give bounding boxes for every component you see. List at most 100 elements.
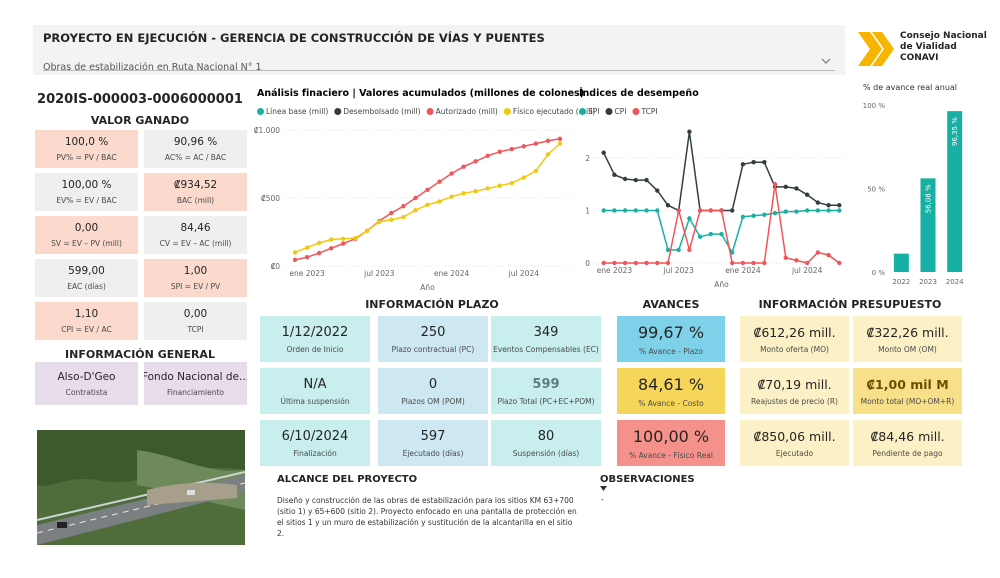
data-point bbox=[473, 159, 478, 164]
kpi-label: Monto oferta (MO) bbox=[760, 344, 829, 354]
data-point bbox=[794, 209, 799, 214]
chart-title: % de avance real anual bbox=[863, 83, 957, 92]
data-point bbox=[783, 209, 788, 214]
kpi-card: ₡322,26 mill. Monto OM (OM) bbox=[853, 316, 962, 362]
kpi-label: Ejecutado bbox=[775, 448, 814, 458]
kpi-value: Also-D'Geo bbox=[57, 370, 116, 383]
kpi-value: ₡1,00 mil M bbox=[866, 376, 949, 392]
data-point bbox=[794, 186, 799, 191]
data-point bbox=[413, 208, 418, 213]
data-point bbox=[622, 176, 628, 182]
kpi-value: 84,61 % bbox=[637, 374, 705, 394]
data-point bbox=[485, 186, 490, 191]
data-point bbox=[601, 260, 606, 266]
data-point bbox=[401, 214, 406, 220]
data-point bbox=[751, 160, 756, 165]
kpi-value: 349 bbox=[533, 324, 559, 340]
logo-text: Consejo Nacional de Vialidad CONAVI bbox=[900, 31, 987, 64]
series-line bbox=[603, 209, 840, 255]
data-point bbox=[815, 250, 821, 255]
section-title: INFORMACIÓN GENERAL bbox=[65, 348, 215, 361]
data-point bbox=[804, 260, 810, 266]
kpi-label: Plazo contractual (PC) bbox=[391, 344, 475, 354]
kpi-value: 0,00 bbox=[74, 222, 99, 234]
kpi-label: Plazos OM (POM) bbox=[401, 396, 465, 406]
kpi-card: 599,00 EAC (días) bbox=[35, 259, 138, 297]
data-point bbox=[521, 175, 527, 180]
bar bbox=[920, 178, 936, 272]
data-point bbox=[644, 177, 649, 183]
data-point bbox=[497, 149, 502, 154]
kpi-label: Eventos Compensables (EC) bbox=[493, 344, 599, 354]
data-point bbox=[461, 164, 466, 169]
data-point bbox=[485, 153, 490, 159]
dropdown[interactable]: Obras de estabilización en Ruta Nacional… bbox=[43, 55, 835, 73]
data-point bbox=[740, 214, 746, 219]
kpi-label: Ejecutado (días) bbox=[402, 448, 464, 458]
legend-marker bbox=[632, 108, 640, 115]
bar bbox=[893, 253, 909, 272]
data-point bbox=[389, 210, 394, 216]
data-point bbox=[413, 195, 418, 201]
data-point bbox=[815, 208, 821, 213]
kpi-label: Última suspensión bbox=[280, 396, 350, 406]
data-point bbox=[497, 183, 502, 188]
data-point bbox=[730, 250, 735, 255]
kpi-value: 1,10 bbox=[74, 308, 99, 320]
kpi-label: SV = EV – PV (mill) bbox=[51, 239, 122, 248]
kpi-card: 597 Ejecutado (días) bbox=[378, 420, 488, 466]
kpi-card: 0,00 SV = EV – PV (mill) bbox=[35, 216, 138, 254]
data-point bbox=[304, 245, 310, 250]
kpi-value: 250 bbox=[420, 324, 446, 340]
x-tick-label: ene 2023 bbox=[597, 266, 633, 275]
collapse-icon bbox=[600, 486, 607, 491]
kpi-label: % Avance - Plazo bbox=[639, 346, 703, 356]
kpi-value: 597 bbox=[420, 428, 446, 444]
data-point bbox=[473, 189, 478, 194]
series-line bbox=[603, 184, 840, 264]
kpi-value: 80 bbox=[537, 428, 555, 444]
data-point bbox=[697, 234, 703, 239]
kpi-label: SPI = EV / PV bbox=[170, 282, 221, 291]
data-point bbox=[557, 141, 563, 146]
kpi-label: AC% = AC / BAC bbox=[164, 153, 227, 162]
data-point bbox=[612, 208, 617, 213]
data-point bbox=[687, 216, 692, 221]
kpi-value: ₡850,06 mill. bbox=[753, 428, 836, 444]
data-point bbox=[612, 260, 617, 266]
project-code: 2020IS-000003-0006000001 bbox=[37, 92, 243, 107]
data-point bbox=[665, 260, 671, 266]
kpi-value: 6/10/2024 bbox=[281, 428, 349, 444]
kpi-label: EV% = EV / BAC bbox=[56, 196, 117, 205]
x-tick-label: jul 2023 bbox=[662, 266, 694, 275]
data-point bbox=[655, 208, 660, 213]
kpi-value: 0 bbox=[428, 376, 438, 392]
legend-marker bbox=[579, 108, 586, 115]
data-point bbox=[697, 208, 703, 213]
kpi-card: 0 Plazos OM (POM) bbox=[378, 368, 488, 414]
kpi-card: 84,61 % % Avance - Costo bbox=[617, 368, 725, 414]
kpi-value: 599 bbox=[532, 376, 560, 392]
section-title: ALCANCE DEL PROYECTO bbox=[277, 474, 418, 485]
data-point bbox=[533, 141, 539, 146]
legend-label: Autorizado (mill) bbox=[436, 107, 498, 116]
data-point bbox=[708, 208, 713, 213]
data-point bbox=[341, 241, 346, 246]
x-tick-label: 2023 bbox=[919, 278, 937, 286]
project-photo bbox=[37, 430, 245, 545]
data-point bbox=[687, 247, 692, 253]
data-point bbox=[837, 208, 842, 213]
data-point bbox=[545, 152, 551, 157]
data-point bbox=[292, 250, 298, 255]
legend-label: Línea base (mill) bbox=[266, 107, 328, 116]
kpi-value: ₡322,26 mill. bbox=[866, 324, 949, 340]
legend-marker bbox=[334, 108, 342, 115]
kpi-card: N/A Última suspensión bbox=[260, 368, 370, 414]
data-point bbox=[425, 202, 430, 207]
kpi-card: 100,00 % EV% = EV / BAC bbox=[35, 173, 138, 211]
kpi-card: ₡70,19 mill. Reajustes de precio (R) bbox=[740, 368, 849, 414]
chart-title: Análisis finaciero | Valores acumulados … bbox=[257, 88, 584, 99]
section-title: AVANCES bbox=[642, 298, 700, 311]
data-point bbox=[601, 150, 606, 155]
